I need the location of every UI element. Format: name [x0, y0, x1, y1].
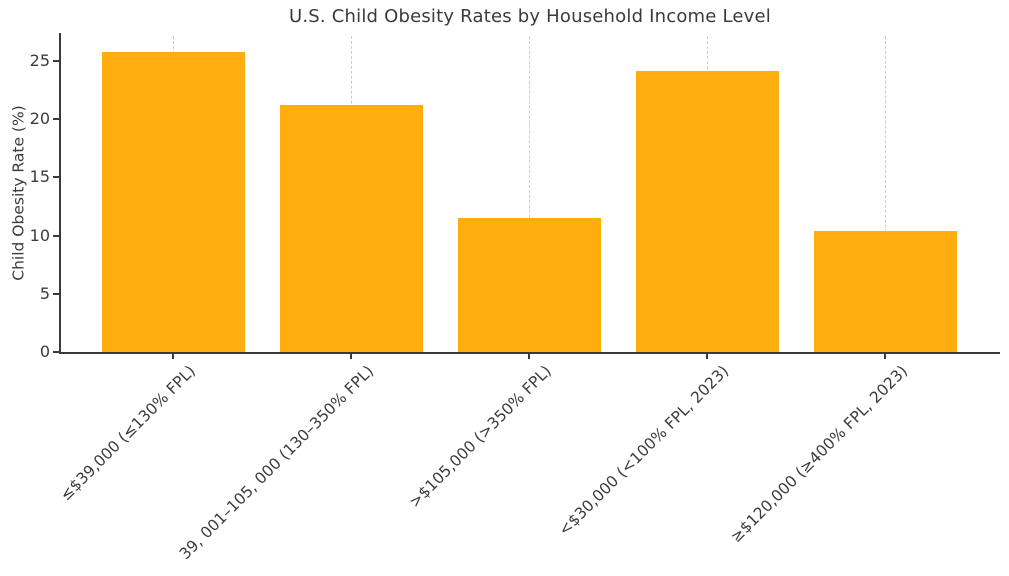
y-tick-mark-1 — [53, 292, 59, 295]
gridline-2 — [529, 36, 530, 352]
y-tick-label-0: 0 — [39, 342, 50, 361]
bar-4 — [813, 230, 957, 352]
y-axis-label-container: Child Obesity Rate (%) — [4, 33, 34, 353]
x-tick-mark-0 — [172, 353, 174, 359]
y-tick-label-2: 10 — [29, 225, 50, 245]
x-tick-label-3: <$30,000 (<100% FPL, 2023) — [555, 362, 733, 540]
y-tick-mark-2 — [53, 234, 59, 237]
x-tick-label-2: >$105,000 (>350% FPL) — [405, 362, 555, 512]
y-tick-mark-3 — [53, 176, 59, 179]
bar-0 — [101, 51, 245, 352]
bar-1 — [279, 105, 423, 352]
y-tick-label-5: 25 — [29, 51, 50, 70]
y-tick-mark-0 — [53, 351, 59, 353]
x-tick-mark-2 — [528, 353, 530, 359]
x-tick-label-0: ≤$39,000 (≤130% FPL) — [56, 362, 199, 505]
y-tick-label-3: 15 — [29, 167, 50, 187]
x-tick-label-1: 39, 001–105, 000 (130–350% FPL) — [175, 362, 377, 564]
x-tick-mark-1 — [350, 353, 352, 359]
y-tick-mark-4 — [53, 118, 59, 121]
y-tick-label-1: 5 — [39, 283, 50, 303]
y-tick-mark-5 — [53, 60, 59, 62]
y-axis-spine — [59, 33, 61, 353]
x-tick-mark-4 — [884, 353, 886, 359]
chart-title: U.S. Child Obesity Rates by Household In… — [289, 6, 771, 27]
bar-3 — [635, 71, 779, 352]
x-tick-mark-3 — [706, 353, 708, 359]
gridline-4 — [885, 36, 886, 352]
y-axis-label: Child Obesity Rate (%) — [10, 105, 29, 281]
y-tick-label-4: 20 — [29, 109, 50, 129]
bar-2 — [457, 218, 601, 352]
x-tick-label-4: ≥$120,000 (≥400% FPL, 2023) — [726, 362, 911, 547]
